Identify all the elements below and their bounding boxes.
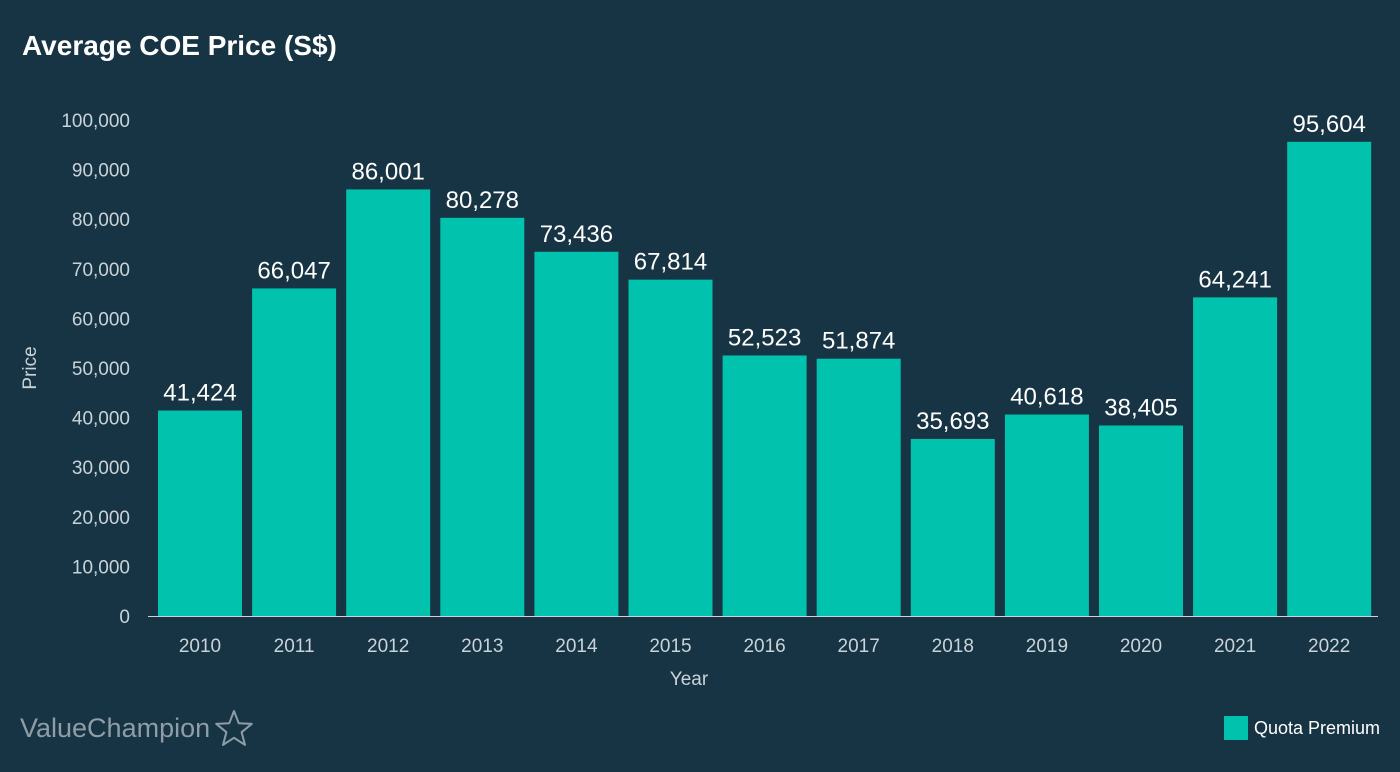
bar-value-label: 38,405 <box>1104 395 1177 422</box>
x-tick-label: 2017 <box>838 636 880 657</box>
x-tick-label: 2011 <box>274 636 315 657</box>
y-tick-label: 0 <box>119 607 130 628</box>
x-tick-label: 2016 <box>743 636 785 657</box>
x-tick-label: 2014 <box>555 636 598 657</box>
bar-value-label: 51,874 <box>822 328 895 355</box>
bar-value-label: 40,618 <box>1010 384 1083 411</box>
bar-value-label: 52,523 <box>728 324 801 351</box>
bar-value-label: 64,241 <box>1198 266 1271 293</box>
brand-name: ValueChampion <box>20 712 211 743</box>
y-tick-label: 60,000 <box>72 309 130 330</box>
y-tick-label: 90,000 <box>72 161 130 182</box>
bar <box>252 288 337 616</box>
legend: Quota Premium <box>1223 716 1380 740</box>
x-tick-label: 2012 <box>367 636 409 657</box>
bar <box>1287 141 1372 617</box>
bar-value-label: 41,424 <box>163 380 236 407</box>
y-tick-label: 10,000 <box>72 557 130 578</box>
bar <box>1193 297 1278 616</box>
bar-value-labels: 41,424 66,047 86,001 80,278 73,436 67,814 52,5… <box>163 111 1366 435</box>
bar <box>534 251 619 616</box>
bar <box>346 189 431 616</box>
bar <box>816 358 901 616</box>
y-axis-label: Price <box>20 346 41 389</box>
bar <box>628 279 713 616</box>
y-axis: 0 10,000 20,000 30,000 40,000 50,000 60,000 70,… <box>61 111 130 628</box>
y-tick-label: 50,000 <box>72 359 130 380</box>
y-tick-label: 100,000 <box>61 111 130 132</box>
brand-logo: ValueChampion <box>20 708 254 748</box>
legend-swatch <box>1223 716 1248 740</box>
bar-value-label: 67,814 <box>634 249 707 276</box>
bar-value-label: 73,436 <box>540 221 613 248</box>
x-tick-label: 2010 <box>179 636 221 657</box>
bar <box>1004 414 1089 616</box>
x-tick-label: 2018 <box>932 636 974 657</box>
y-tick-label: 70,000 <box>72 260 130 281</box>
bar <box>1099 425 1183 616</box>
x-axis-label: Year <box>670 669 709 690</box>
y-tick-label: 20,000 <box>72 508 130 529</box>
bar <box>440 217 525 617</box>
bar-value-label: 86,001 <box>351 158 424 185</box>
x-axis: 2010 2011 2012 2013 2014 2015 2016 2017 2018 2019… <box>179 636 1350 657</box>
y-tick-label: 80,000 <box>72 210 130 231</box>
bar-value-label: 66,047 <box>257 257 330 284</box>
x-tick-label: 2021 <box>1214 636 1256 657</box>
star-icon <box>215 710 253 746</box>
bar-value-label: 80,278 <box>446 187 519 214</box>
x-tick-label: 2020 <box>1120 636 1162 657</box>
x-tick-label: 2022 <box>1308 636 1350 657</box>
x-tick-label: 2013 <box>461 636 503 657</box>
bar-value-label: 95,604 <box>1292 111 1365 138</box>
y-tick-label: 40,000 <box>72 409 130 430</box>
bar <box>910 438 995 616</box>
legend-label: Quota Premium <box>1253 717 1380 738</box>
x-tick-label: 2015 <box>649 636 691 657</box>
bar <box>158 410 242 616</box>
bars <box>158 141 1372 617</box>
chart-title: Average COE Price (S$) <box>22 30 337 61</box>
bar-value-label: 35,693 <box>916 408 989 435</box>
x-tick-label: 2019 <box>1026 636 1068 657</box>
y-tick-label: 30,000 <box>72 458 130 479</box>
bar <box>722 355 807 616</box>
